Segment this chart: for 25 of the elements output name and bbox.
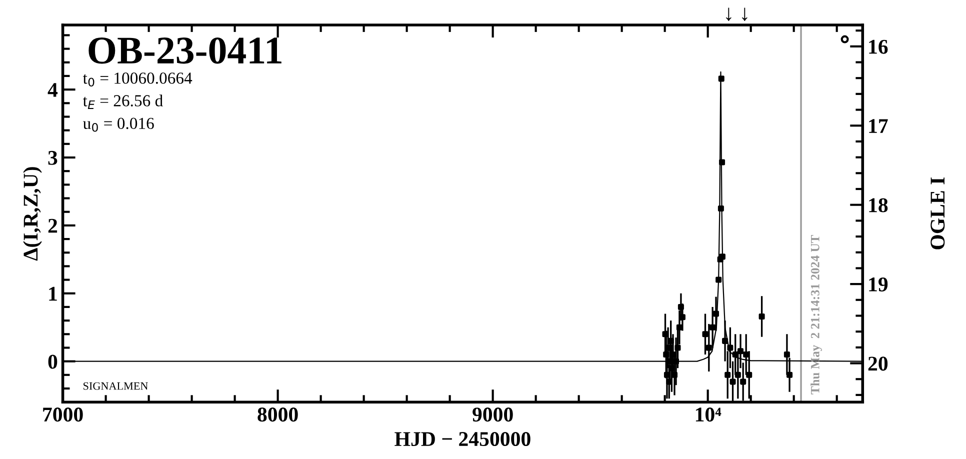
y2-tick-label: 17: [869, 119, 888, 133]
x-tick-label: 7000: [43, 408, 83, 422]
x-tick-label: 9000: [472, 408, 513, 422]
y2-axis-title: OGLE I: [930, 177, 945, 250]
y-tick-label: 3: [48, 150, 58, 165]
y-axis-title: Δ(I,R,Z,U): [23, 167, 42, 261]
y-tick-label: 1: [49, 286, 57, 301]
annotation: Thu May 2 21:14:31 2024 UT: [810, 235, 822, 394]
annotation: t$_{E}$ = 26.56 d: [82, 94, 163, 109]
annotation: SIGNALMEN: [84, 382, 148, 390]
y2-tick-label: 16: [869, 40, 888, 54]
y-tick-label: 2: [48, 218, 58, 233]
y2-tick-label: 19: [869, 277, 888, 292]
y-tick-label: 4: [48, 83, 58, 97]
x-axis-title: HJD − 2450000: [394, 432, 530, 446]
y2-tick-label: 18: [869, 198, 888, 212]
annotation: u$_{0}$ = 0.016: [83, 118, 154, 132]
chart-title: OB-23-0411: [88, 37, 282, 64]
y-tick-label: 0: [48, 354, 58, 369]
annotation: t$_{0}$ = 10060.0664: [82, 72, 192, 87]
text: ↓: [726, 8, 732, 21]
y2-tick-label: 20: [868, 356, 888, 371]
text: ↓: [742, 8, 748, 21]
x-tick-label: 8000: [258, 408, 298, 422]
x-tick-label: 10⁴: [696, 408, 722, 422]
